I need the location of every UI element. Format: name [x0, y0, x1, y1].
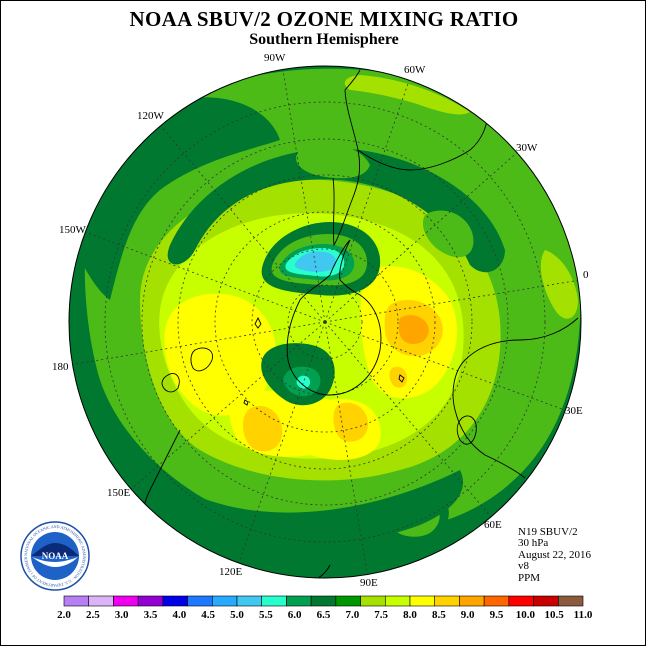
info-date: August 22, 2016 — [518, 548, 592, 561]
longitude-labels: 90W 60W 30W 0 30E 60E 90E 120E 150E 180 … — [52, 52, 589, 589]
colorbar-label: 6.0 — [288, 609, 302, 621]
colorbar-label: 8.0 — [403, 609, 417, 621]
latitude-circles — [104, 101, 546, 543]
colorbar-label: 5.5 — [259, 609, 273, 621]
info-units: PPM — [518, 571, 541, 584]
colorbar-label: 2.5 — [86, 609, 100, 621]
contour-6-0-south — [296, 375, 311, 389]
colorbar-swatch — [533, 595, 559, 607]
colorbar-label: 10.0 — [516, 609, 536, 621]
colorbar-swatch — [434, 595, 460, 607]
antarctica-coast — [286, 239, 382, 396]
colorbar: 2.0 2.5 3.0 3.5 4.0 4.5 5.0 5.5 6.0 6.5 7.0 7.5 8.0 8… — [57, 595, 593, 621]
lon-label-180: 180 — [52, 361, 69, 373]
lon-label-60e: 60E — [484, 519, 502, 531]
south-america-coast — [332, 69, 361, 247]
colorbar-swatch — [360, 595, 386, 607]
coastlines — [142, 69, 579, 578]
colorbar-swatch — [335, 595, 361, 607]
colorbar-swatch — [384, 595, 411, 607]
colorbar-label: 7.5 — [374, 609, 388, 621]
colorbar-swatch — [162, 595, 188, 607]
colorbar-swatch — [459, 595, 485, 607]
lon-label-60w: 60W — [404, 64, 426, 76]
noaa-logo: NOAA NATIONAL OCEANIC AND ATMOSPHERIC AD… — [20, 521, 90, 591]
colorbar-label: 4.5 — [201, 609, 215, 621]
contour-9-5-small — [389, 366, 408, 388]
colorbar-label: 4.0 — [172, 609, 186, 621]
colorbar-swatch — [483, 595, 510, 607]
colorbar-label: 6.5 — [317, 609, 331, 621]
colorbar-label: 7.0 — [345, 609, 359, 621]
contour-9-5-bottom — [333, 402, 368, 442]
info-level: 30 hPa — [518, 537, 549, 550]
colorbar-swatch — [113, 595, 139, 607]
info-satellite: N19 SBUV/2 — [518, 526, 578, 538]
contour-7-5-upper — [296, 145, 370, 179]
colorbar-swatch — [286, 595, 312, 607]
colorbar-swatch — [557, 595, 584, 607]
colorbar-label: 5.0 — [230, 609, 244, 621]
colorbar-swatch — [187, 595, 213, 607]
colorbar-swatch — [137, 595, 164, 607]
contour-8-0-north-arc — [344, 75, 470, 115]
colorbar-swatch — [211, 595, 238, 607]
logo-text: NOAA — [42, 551, 69, 561]
contour-7-0-lower-band — [90, 410, 464, 544]
new-zealand — [161, 347, 213, 393]
colorbar-label: 10.5 — [545, 609, 565, 621]
info-version: v8 — [518, 560, 529, 573]
lon-label-120e: 120E — [219, 566, 243, 578]
small-islands — [243, 316, 405, 406]
colorbar-label: 11.0 — [574, 609, 593, 621]
map-boundary — [68, 65, 582, 579]
colorbar-swatch — [236, 595, 263, 607]
info-block: N19 SBUV/2 30 hPa August 22, 2016 v8 PPM — [518, 526, 592, 584]
colorbar-swatch — [88, 595, 114, 607]
contour-7-0-upper-arc — [167, 148, 505, 273]
colorbar-label: 2.0 — [57, 609, 71, 621]
madagascar — [456, 415, 477, 445]
lon-label-30w: 30W — [516, 142, 538, 154]
colorbar-swatch — [409, 595, 436, 607]
africa-coast — [452, 317, 579, 479]
contour-10-0-right — [398, 315, 429, 344]
lon-label-90e: 90E — [360, 577, 378, 589]
colorbar-swatch — [261, 595, 287, 607]
lon-label-150w: 150W — [59, 224, 87, 236]
contour-9-5-bottom-left — [242, 406, 283, 452]
colorbar-label: 9.0 — [461, 609, 475, 621]
lon-label-120w: 120W — [137, 110, 165, 122]
colorbar-label: 8.5 — [432, 609, 446, 621]
colorbar-label: 3.5 — [144, 609, 158, 621]
map-title: NOAA SBUV/2 OZONE MIXING RATIO — [129, 7, 519, 31]
meridians — [69, 66, 581, 578]
map-subtitle: Southern Hemisphere — [249, 31, 399, 48]
colorbar-label: 3.0 — [115, 609, 129, 621]
colorbar-swatch — [508, 595, 534, 607]
colorbar-swatch — [63, 595, 90, 607]
lon-label-150e: 150E — [107, 487, 131, 499]
colorbar-label: 9.5 — [490, 609, 504, 621]
colorbar-swatch — [310, 595, 337, 607]
lon-label-0: 0 — [583, 269, 589, 281]
lon-label-30e: 30E — [565, 405, 583, 417]
lon-label-90w: 90W — [264, 52, 286, 64]
south-america-east — [357, 109, 489, 171]
contour-7-5-right-inner — [422, 210, 474, 258]
contour-8-0-east-arc — [540, 250, 578, 319]
